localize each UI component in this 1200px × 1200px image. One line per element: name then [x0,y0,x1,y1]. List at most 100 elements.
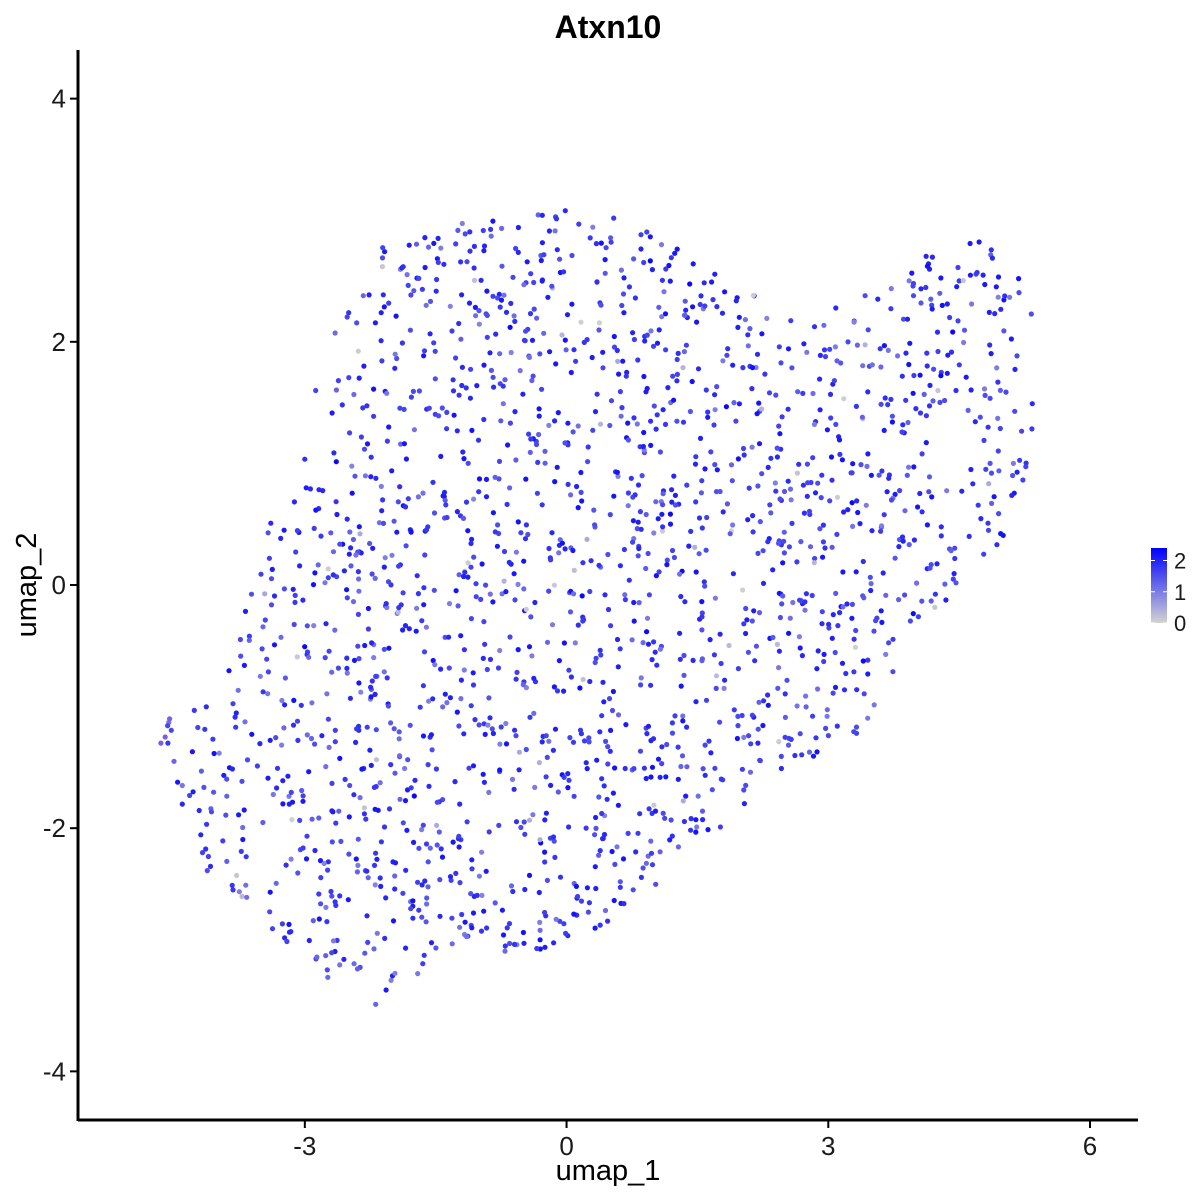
scatter-point [862,342,868,348]
scatter-point [551,940,557,946]
scatter-point [224,858,230,865]
scatter-point [865,657,871,663]
scatter-point [760,722,766,729]
scatter-point [554,688,561,694]
scatter-point [497,351,503,357]
scatter-point [1003,389,1009,395]
scatter-point [368,454,374,460]
scatter-point [931,366,937,372]
scatter-point [423,624,429,630]
scatter-point [335,665,341,671]
scatter-point [484,288,490,294]
scatter-point [841,687,848,693]
scatter-point [431,340,437,346]
scatter-point [674,378,680,384]
scatter-point [810,713,816,719]
scatter-point [204,821,210,827]
scatter-point [677,571,683,577]
scatter-point [667,278,673,284]
scatter-point [471,243,477,249]
scatter-point [451,412,457,418]
scatter-point [564,312,571,318]
scatter-point [900,538,906,544]
scatter-point [470,763,477,769]
scatter-point [561,269,567,275]
scatter-point [497,767,503,773]
scatter-point [730,571,737,577]
scatter-point [621,546,628,553]
scatter-point [706,738,712,744]
scatter-point [926,474,933,480]
scatter-point [677,630,683,636]
scatter-point [495,522,501,528]
scatter-point [380,520,387,527]
scatter-point [688,816,694,822]
scatter-point [717,824,724,830]
scatter-point [611,333,617,340]
scatter-point [810,753,817,759]
scatter-point [802,599,808,605]
scatter-point [917,372,923,378]
scatter-point [378,310,384,316]
scatter-point [879,619,885,626]
scatter-point [860,558,866,565]
scatter-point [365,875,371,881]
scatter-point [408,394,414,400]
scatter-point [645,723,652,729]
scatter-point [469,866,475,872]
scatter-point [601,831,608,838]
scatter-point [812,490,819,496]
scatter-point [306,769,312,775]
scatter-point [869,362,875,368]
scatter-point [356,680,362,686]
scatter-point [880,570,886,576]
scatter-point [526,431,532,437]
scatter-point [849,615,855,621]
scatter-point [241,807,247,813]
scatter-point [531,675,537,682]
scatter-point [760,548,766,554]
scatter-point [575,505,581,511]
scatter-point [739,766,746,772]
scatter-point [384,390,390,396]
scatter-point [943,597,949,603]
scatter-point [465,574,471,580]
scatter-point [917,490,923,497]
scatter-point [557,874,564,880]
scatter-point [596,794,602,800]
scatter-point [512,597,518,603]
scatter-point [653,881,659,887]
scatter-point [291,697,297,704]
scatter-point [490,218,496,224]
scatter-point [530,812,536,818]
scatter-point [586,735,592,741]
scatter-point [403,456,409,462]
scatter-point [696,551,702,557]
scatter-point [459,292,465,298]
scatter-point [575,893,581,900]
scatter-point [934,329,941,335]
scatter-point [1002,293,1008,299]
scatter-point [840,604,846,610]
scatter-point [332,727,338,733]
scatter-point [724,501,731,507]
scatter-point [717,719,723,725]
scatter-point [425,884,431,890]
scatter-point [404,827,410,833]
scatter-point [602,592,608,598]
scatter-point [740,587,746,593]
scatter-point [850,461,856,467]
scatter-point [537,837,543,843]
scatter-point [648,418,654,424]
scatter-point [382,555,388,561]
scatter-point [243,882,249,888]
scatter-point [394,355,400,362]
scatter-point [461,647,467,653]
scatter-point [643,775,649,782]
scatter-point [484,925,490,931]
scatter-point [203,704,209,710]
scatter-point [745,517,751,523]
scatter-point [712,392,718,398]
scatter-point [647,258,653,264]
